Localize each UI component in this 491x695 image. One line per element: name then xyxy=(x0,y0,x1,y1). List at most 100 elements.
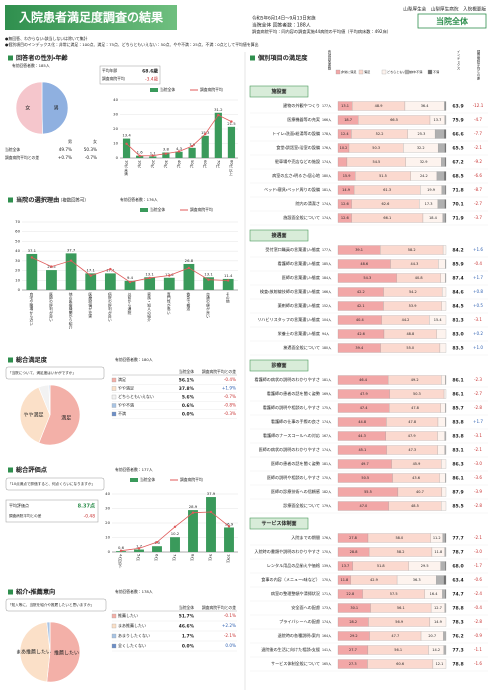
x-tick-label: 9点 xyxy=(207,554,213,561)
segment-label: 28.8 xyxy=(350,550,358,554)
title-banner xyxy=(5,5,177,30)
data-label: 10.2 xyxy=(171,531,180,536)
segment-label: 58.0 xyxy=(395,536,403,540)
bar xyxy=(152,546,162,552)
section-bullet xyxy=(8,55,13,61)
item-diff: -3.6 xyxy=(474,475,482,480)
y-tick-label: 70 xyxy=(15,219,20,224)
pie-label: 推薦したい xyxy=(54,649,79,656)
stacked-segment xyxy=(445,273,447,283)
item-score: 81.3 xyxy=(452,318,463,324)
stacked-segment xyxy=(445,417,447,427)
segment-label: 47.9 xyxy=(408,434,416,438)
group-title: サービス体制面 xyxy=(261,520,296,527)
average-point xyxy=(119,549,123,552)
segment-label: 32.2 xyxy=(417,146,425,150)
item-diff: -3.1 xyxy=(474,433,482,438)
data-label: 15.3 xyxy=(201,130,210,135)
stacked-segment xyxy=(441,375,446,385)
segment-label: 42.1 xyxy=(357,304,365,308)
item-score: 68.5 xyxy=(452,174,463,180)
stacked-segment xyxy=(429,315,447,325)
table-header: 調査病院平均との差 xyxy=(202,369,236,374)
stacked-segment xyxy=(441,501,447,511)
segment-label: 45.1 xyxy=(358,448,366,452)
pie-label: 女 xyxy=(25,105,30,112)
item-diff: -9.2 xyxy=(474,159,482,164)
bar xyxy=(163,277,175,290)
respondent-count: 有効回答者数：178人 xyxy=(115,589,153,594)
table-value: 0.6% xyxy=(182,403,195,409)
x-tick-label: 50代 xyxy=(189,160,194,169)
legend-label: 調査病院平均 xyxy=(180,477,203,482)
segment-label: 51.5 xyxy=(379,174,387,178)
data-label: 17.1 xyxy=(86,267,95,272)
avg-label: 平均評価点 xyxy=(9,502,29,508)
segment-label: 44.8 xyxy=(358,420,366,424)
stacked-segment xyxy=(436,575,445,585)
table-swatch xyxy=(111,643,117,649)
table-label: どちらともいえない xyxy=(118,393,154,399)
pie-slice xyxy=(46,621,81,683)
stacked-segment xyxy=(444,101,446,111)
table-header: 男 xyxy=(68,139,72,144)
stacked-segment xyxy=(441,157,446,167)
segment-label: 11.8 xyxy=(340,578,348,582)
item-n: 165人 xyxy=(322,662,332,666)
item-score: 84.6 xyxy=(452,290,463,296)
item-n: 173人 xyxy=(322,606,332,610)
item-score: 71.8 xyxy=(452,188,463,194)
item-label: トイレ・洗面・給湯等の設備 xyxy=(272,130,320,136)
item-n: 170人 xyxy=(322,578,332,582)
legend-swatch xyxy=(381,69,387,75)
item-n: 174人 xyxy=(322,216,332,220)
bar xyxy=(203,277,214,290)
segment-label: 46.4 xyxy=(359,378,368,382)
data-label: 7.0 xyxy=(189,142,196,147)
segment-label: 54.2 xyxy=(409,290,417,294)
bar xyxy=(85,273,97,290)
average-point xyxy=(226,279,230,282)
segment-label: 39.4 xyxy=(355,346,364,350)
item-label: 看護師の言葉遣い・態度 xyxy=(278,260,320,266)
stacked-segment xyxy=(445,589,447,599)
stacked-segment xyxy=(443,645,447,655)
legend-label: 非常に満足 xyxy=(341,69,356,74)
x-tick-label: 救急で搬送 xyxy=(186,291,191,311)
item-label: 検査・放射線技師の言葉遣い・態度 xyxy=(260,288,320,294)
item-label: 栄養士の言葉遣い・態度 xyxy=(278,330,320,336)
average-point xyxy=(155,540,159,544)
column-header: 調査病院平均との差 xyxy=(476,49,480,80)
item-label: 受付窓口職員の言葉遣い・態度 xyxy=(265,246,320,252)
data-label: 1.7 xyxy=(136,544,143,549)
segment-label: 13.1 xyxy=(341,104,349,108)
stacked-segment xyxy=(444,129,447,139)
table-value: 37.8% xyxy=(179,386,195,392)
item-diff: -3.0 xyxy=(474,549,482,554)
average-point xyxy=(148,276,151,280)
item-n: 169人 xyxy=(322,392,332,396)
item-label: 病室の整理整頓や清掃状況 xyxy=(271,590,320,596)
bar xyxy=(104,273,116,290)
item-diff: +1.6 xyxy=(473,247,483,252)
item-score: 65.5 xyxy=(452,146,463,152)
legend-swatch xyxy=(130,478,138,482)
segment-label: 48.9 xyxy=(375,104,383,108)
bar xyxy=(170,537,180,552)
note: ●個別項目のインデックス化：非常に満足：100点、満足：75点、どちらともいえな… xyxy=(5,42,259,47)
item-label: 施設面全般について xyxy=(283,214,320,220)
item-score: 83.8 xyxy=(452,434,463,440)
avg-age-label: 平均年齢 xyxy=(102,68,117,73)
item-diff: -1.7 xyxy=(474,563,482,568)
segment-label: 61.3 xyxy=(383,188,391,192)
item-label: 安全面への配慮 xyxy=(291,604,320,610)
table-label: 調査病院平均との差 xyxy=(5,155,39,160)
segment-label: 22.8 xyxy=(346,592,354,596)
item-n: 181人 xyxy=(322,462,332,466)
segment-label: 47.9 xyxy=(360,392,368,396)
pie-slice xyxy=(15,81,43,135)
item-n: 175人 xyxy=(322,406,332,410)
segment-label: 50.3 xyxy=(372,146,380,150)
segment-label: 43.6 xyxy=(412,476,420,480)
